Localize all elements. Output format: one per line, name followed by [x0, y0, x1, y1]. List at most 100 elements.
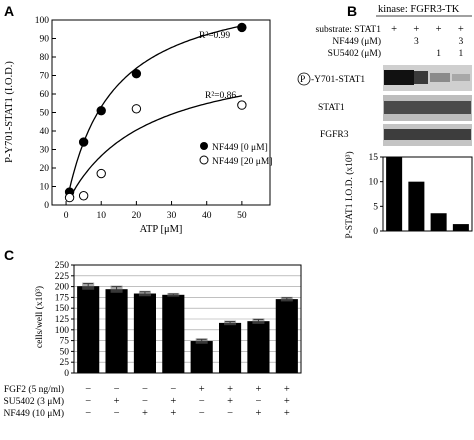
- panel-a-y-tick-label: 60: [40, 90, 50, 100]
- panel-a-y-tick-label: 10: [40, 183, 50, 193]
- panel-c-condition-value: −: [170, 384, 176, 395]
- panel-c-bar: [133, 293, 157, 373]
- panel-a-letter: A: [4, 3, 14, 19]
- panel-c-y-tick-label: 25: [60, 358, 70, 368]
- panel-c-condition-value: +: [170, 408, 176, 419]
- panel-b-condition-value: 3: [414, 37, 419, 47]
- panel-b-condition-value: 1: [459, 49, 464, 59]
- panel-a-fit-label-series-1: R²=0.99: [199, 31, 230, 41]
- panel-b-condition-value: 3: [459, 37, 464, 47]
- panel-c-condition-value: −: [142, 384, 148, 395]
- data-point-series-2: [78, 191, 89, 201]
- panel-b-condition-value: +: [436, 24, 442, 35]
- data-point-series-1: [131, 68, 142, 79]
- panel-c-y-tick-label: 175: [55, 293, 70, 303]
- panel-a-y-tick-label: 80: [40, 53, 50, 63]
- panel-b-plot-frame: [382, 156, 473, 232]
- panel-c-condition-value: −: [85, 384, 91, 395]
- panel-a-y-tick-label: 100: [35, 16, 50, 26]
- data-point-series-2: [131, 104, 142, 114]
- panel-a-y-ticks: 0 10 20 30 40 50 60 70 80 90 100: [35, 16, 56, 211]
- panel-a-data-points: [64, 22, 247, 203]
- panel-b-y-tick-label: 10: [369, 178, 379, 188]
- panel-a-x-ticks: 0 10 20 30 40 50: [64, 201, 247, 221]
- panel-a-plot-frame: [51, 19, 271, 206]
- blot-band-stat1: [384, 101, 471, 114]
- panel-c-y-tick-label: 150: [55, 304, 70, 314]
- panel-c-condition-value: +: [284, 396, 290, 407]
- panel-a-y-tick-label: 70: [40, 72, 50, 82]
- panel-a-x-tick-label: 50: [237, 211, 247, 221]
- panel-b-y-axis-label: P-STAT1 I.O.D. (x10³): [344, 151, 355, 238]
- legend-entry-series-2: NF449 [20 μM]: [212, 157, 273, 167]
- panel-b-condition-value: +: [413, 24, 419, 35]
- data-point-series-1: [237, 22, 247, 33]
- blot-label-phospho-stat1: -Y701-STAT1: [311, 75, 365, 85]
- panel-c-condition-value: +: [142, 408, 148, 419]
- blot-band-phospho-lane-3: [430, 73, 450, 82]
- panel-c-condition-table: FGF2 (5 ng/ml) − − − − + + + +SU5402 (3 μM) − + − + −…: [3, 384, 289, 419]
- panel-b-y-tick-label: 5: [373, 202, 378, 212]
- fit-curve-series-2: [69, 95, 243, 199]
- panel-c-y-tick-label: 250: [55, 261, 70, 271]
- panel-b: B kinase: FGFR3-TK substrate: STAT1 + + + + N…: [297, 3, 473, 239]
- panel-a-y-tick-label: 20: [40, 164, 50, 174]
- panel-c-condition-value: +: [284, 384, 290, 395]
- panel-a-y-axis-label: P-Y701-STAT1 (I.O.D.): [4, 61, 15, 163]
- blot-band-fgfr3: [384, 129, 471, 140]
- panel-a-x-tick-label: 0: [64, 211, 69, 221]
- panel-b-condition-label: SU5402 (μM): [328, 48, 381, 59]
- panel-b-bar: [386, 157, 403, 231]
- panel-b-bars: [386, 157, 469, 231]
- panel-c-condition-value: −: [85, 396, 91, 407]
- panel-a-x-tick-label: 10: [96, 211, 106, 221]
- panel-c-error-shading: [138, 290, 151, 297]
- panel-a-y-tick-label: 40: [40, 127, 50, 137]
- panel-b-condition-value: +: [391, 24, 397, 35]
- panel-c-y-tick-label: 0: [64, 369, 69, 379]
- panel-c-y-axis-label: cells/well (x10³): [34, 286, 45, 348]
- panel-c-error-shading: [280, 296, 293, 302]
- panel-b-title: kinase: FGFR3-TK: [378, 4, 460, 15]
- panel-c-condition-value: +: [199, 384, 205, 395]
- panel-c-condition-value: −: [255, 396, 261, 407]
- panel-b-condition-value: 1: [436, 49, 441, 59]
- panel-c-condition-label: SU5402 (3 μM): [3, 396, 64, 407]
- data-point-series-2: [96, 168, 106, 179]
- phospho-circle-icon: [297, 72, 311, 86]
- panel-a-y-tick-label: 50: [40, 109, 50, 119]
- panel-c-error-shading: [110, 285, 123, 293]
- panel-b-y-ticks: 0 5 10 15: [369, 153, 383, 237]
- panel-c-condition-label: FGF2 (5 ng/ml): [4, 384, 64, 395]
- panel-c-bar: [190, 341, 213, 373]
- panel-c-condition-value: +: [170, 396, 176, 407]
- panel-c-condition-value: +: [284, 408, 290, 419]
- panel-c-condition-value: +: [255, 384, 261, 395]
- panel-a-y-tick-label: 30: [40, 146, 50, 156]
- blot-band-phospho-lane-2: [414, 71, 428, 84]
- panel-a-x-tick-label: 20: [132, 211, 142, 221]
- panel-c-error-shading: [252, 318, 265, 324]
- panel-b-condition-label: substrate: STAT1: [316, 25, 382, 35]
- blot-band-phospho-lane-1: [384, 70, 414, 85]
- blot-label-fgfr3: FGFR3: [320, 130, 349, 140]
- panel-c-bar: [275, 299, 298, 373]
- panel-c-bar: [105, 289, 128, 373]
- panel-a-x-axis-label: ATP [μM]: [140, 224, 183, 235]
- panel-c-condition-value: +: [255, 408, 261, 419]
- panel-c-condition-label: NF449 (10 μM): [3, 408, 64, 419]
- panel-b-y-tick-label: 0: [373, 227, 378, 237]
- legend-entry-series-1: NF449 [0 μM]: [212, 143, 268, 153]
- panel-c-condition-value: −: [227, 408, 233, 419]
- panel-c-letter: C: [4, 247, 14, 263]
- panel-c-error-shading: [224, 320, 237, 326]
- panel-c-error-shading: [167, 292, 180, 297]
- data-point-series-2: [237, 100, 247, 110]
- panel-c-bar: [77, 286, 100, 373]
- panel-b-y-tick-label: 15: [369, 153, 379, 163]
- legend-marker-open-circle: [199, 155, 209, 165]
- data-point-series-2: [64, 192, 75, 203]
